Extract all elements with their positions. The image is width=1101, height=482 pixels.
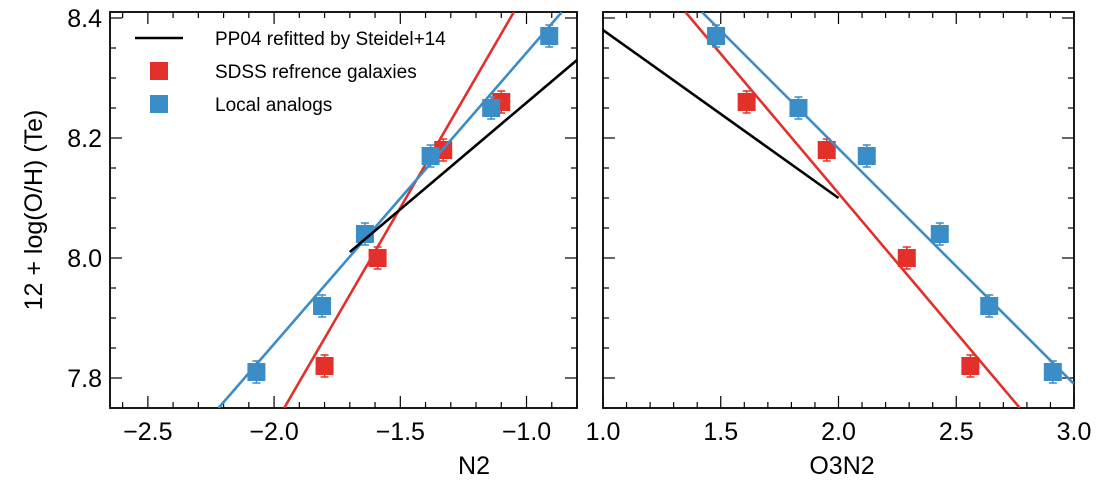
x-axis-label-o3n2: O3N2 [809,452,874,480]
plot-frame-n2 [109,11,578,409]
data-point-local-analogs [857,147,876,165]
x-axis-label-n2: N2 [458,452,490,480]
x-tick-label-n2: −2.0 [249,418,298,446]
plot-frame-o3n2 [602,11,1075,409]
data-point-local-analogs [313,297,332,315]
relation-line-pp04-refitted-by-steidel-14 [603,28,840,200]
x-tick-label-n2: −1.5 [376,418,425,446]
legend-square-marker [150,62,168,80]
legend-label: Local analogs [215,95,332,116]
fit-line-sdss-refrence-galaxies [684,12,1021,408]
data-point-local-analogs [247,363,266,381]
data-point-sdss-refrence-galaxies [737,93,756,111]
relation-line-pp04-refitted-by-steidel-14 [348,59,577,253]
y-tick-label-n2: 8.2 [67,125,102,153]
data-point-sdss-refrence-galaxies [961,357,980,375]
data-point-local-analogs [1043,363,1062,381]
data-point-sdss-refrence-galaxies [368,249,387,267]
data-point-local-analogs [421,147,440,165]
x-tick-label-n2: −1.0 [502,418,551,446]
legend-label: SDSS refrence galaxies [215,62,417,83]
data-point-local-analogs [355,225,374,243]
x-tick-label-o3n2: 1.5 [703,418,738,446]
legend: PP04 refitted by Steidel+14 SDSS refrence… [135,29,446,116]
legend-square-marker [150,95,168,113]
data-point-sdss-refrence-galaxies [897,249,916,267]
x-tick-label-o3n2: 2.5 [939,418,974,446]
y-tick-label-n2: 7.8 [67,365,102,393]
data-point-sdss-refrence-galaxies [315,357,334,375]
data-point-local-analogs [482,99,501,117]
x-tick-label-o3n2: 2.0 [821,418,856,446]
fit-line-local-analogs [217,12,563,408]
data-point-local-analogs [707,27,726,45]
data-point-sdss-refrence-galaxies [817,141,836,159]
y-tick-label-n2: 8.4 [67,5,102,33]
y-tick-label-n2: 8.0 [67,245,102,273]
x-tick-label-n2: −2.5 [123,418,172,446]
fit-line-local-analogs [700,12,1074,385]
panel-o3n2: 1.0 1.5 2.0 2.5 3.0 [586,11,1092,446]
x-tick-label-o3n2: 1.0 [586,418,621,446]
y-axis-label: 12 + log(O/H) (Te) [20,110,48,311]
legend-label: PP04 refitted by Steidel+14 [215,29,446,50]
data-point-local-analogs [540,27,559,45]
data-point-local-analogs [789,99,808,117]
x-tick-label-o3n2: 3.0 [1057,418,1092,446]
data-point-local-analogs [980,297,999,315]
panel-n2: −2.5 −2.0 −1.5 −1.0 7.8 8.0 8.2 8.4 [67,5,578,446]
data-point-local-analogs [930,225,949,243]
